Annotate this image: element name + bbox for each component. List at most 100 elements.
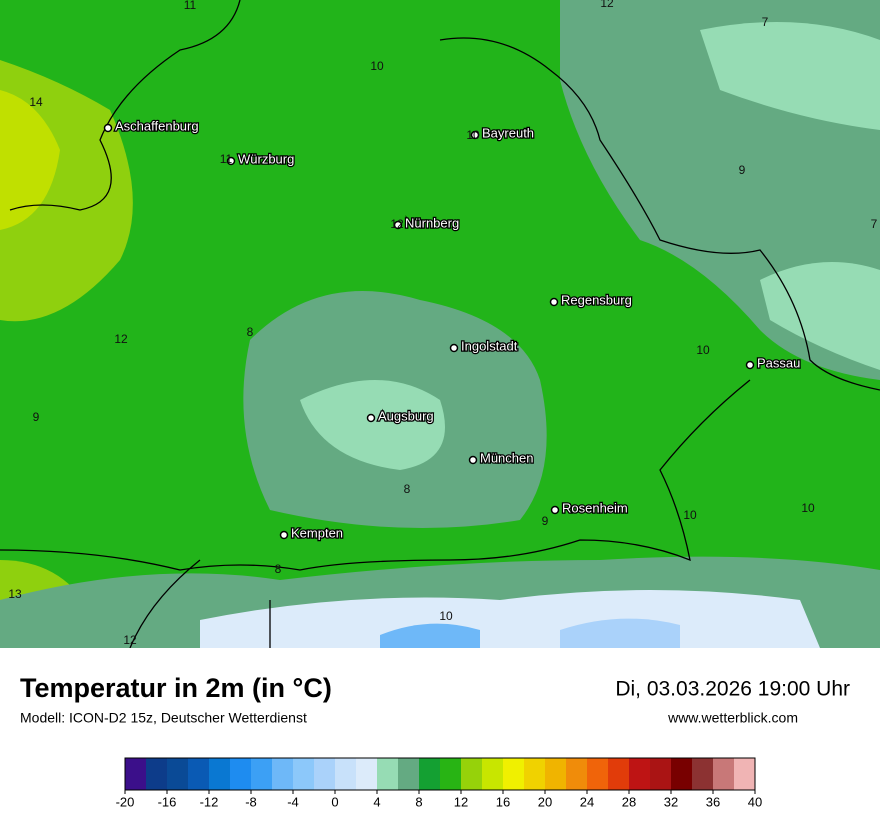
city-label: Würzburg [238,151,294,166]
contour-label: 9 [542,514,549,528]
contour-label: 10 [466,128,480,142]
colorbar-bin [314,758,336,790]
alps-cold [560,618,680,648]
colorbar-bin [503,758,525,790]
city-dot [449,343,459,353]
colorbar-bin [692,758,714,790]
colorbar-bin [482,758,504,790]
colorbar-bin [377,758,399,790]
cool-area [700,22,880,130]
contour-label: 12 [123,633,137,647]
city-dot [468,455,478,465]
contour-label: 13 [8,587,22,601]
colorbar-tick-label: -16 [158,794,177,809]
colorbar-tick-label: 4 [373,794,380,809]
colorbar-bin [566,758,588,790]
contour-label: 12 [114,332,128,346]
colorbar-tick-label: 16 [496,794,510,809]
colorbar-bin [671,758,693,790]
colorbar-tick-label: -8 [245,794,257,809]
cool-area [760,262,880,370]
map [0,0,880,649]
city-label: Bayreuth [482,125,534,140]
contour-label: 10 [683,508,697,522]
contour-label: 9 [33,410,40,424]
contour-label: 7 [871,217,878,231]
city-dot [226,156,236,166]
cool-area [300,380,445,470]
colorbar-tick-label: 28 [622,794,636,809]
colorbar-tick-label: 32 [664,794,678,809]
contour-label: 8 [404,482,411,496]
colorbar-bin [293,758,315,790]
city-dot [549,297,559,307]
city-label: Kempten [291,525,343,540]
colorbar-bin [167,758,189,790]
website: www.wetterblick.com [667,710,798,726]
colorbar-bin [209,758,231,790]
colorbar-bin [272,758,294,790]
city-label: Augsburg [378,408,434,423]
colorbar-bin [356,758,378,790]
city-label: Aschaffenburg [115,118,199,133]
colorbar-tick-label: -4 [287,794,299,809]
city-label: Ingolstadt [461,338,518,353]
city-dot [393,220,403,230]
colorbar-bin [545,758,567,790]
subtitle: Modell: ICON-D2 15z, Deutscher Wetterdie… [20,710,307,726]
contour-label: 10 [370,59,384,73]
colorbar-bin [650,758,672,790]
contour-label: 8 [247,325,254,339]
contour-label: 9 [739,163,746,177]
city-dot [103,123,113,133]
colorbar-bin [587,758,609,790]
colorbar-tick-label: 8 [415,794,422,809]
contour-label: 10 [696,343,710,357]
city-dot [550,505,560,515]
colorbar-bin [419,758,441,790]
contour-label: 8 [275,562,282,576]
colorbar-bin [125,758,147,790]
colorbar-bin [524,758,546,790]
colorbar-bin [629,758,651,790]
contour-label: 7 [762,15,769,29]
colorbar-tick-label: 20 [538,794,552,809]
colorbar-bin [188,758,210,790]
colorbar-frame [124,757,756,791]
colorbar-bin [335,758,357,790]
colorbar-tick-label: -12 [200,794,219,809]
colorbar-bin [608,758,630,790]
footer-background [0,648,880,830]
colorbar-tick-label: 40 [748,794,762,809]
colorbar-tick-label: -20 [116,794,135,809]
city-dot [745,360,755,370]
contour-label: 12 [390,217,404,231]
city-dot [366,413,376,423]
colorbar-tick-label: 24 [580,794,594,809]
colorbar-bin [251,758,273,790]
colorbar-tick-label: 12 [454,794,468,809]
contour-label: 11 [220,152,233,166]
city-label: Regensburg [561,292,632,307]
city-label: Passau [757,355,800,370]
alps-cold [380,623,480,648]
colorbar-bin [230,758,252,790]
contour-label: 11 [184,0,197,12]
city-label: Rosenheim [562,500,628,515]
contour-label: 14 [29,95,43,109]
city-label: Nürnberg [405,215,459,230]
warm-area [0,90,60,230]
colorbar-bin [398,758,420,790]
colorbar-bin [734,758,756,790]
colorbar-bin [440,758,462,790]
colorbar-tick-label: 36 [706,794,720,809]
colorbar-tick-label: 0 [331,794,338,809]
city-dot [470,130,480,140]
contour-label: 10 [801,501,815,515]
date: Di, 03.03.2026 19:00 Uhr [615,678,850,701]
city-label: München [480,450,533,465]
contour-label: 10 [439,609,453,623]
colorbar-bin [461,758,483,790]
contour-label: 12 [600,0,614,10]
